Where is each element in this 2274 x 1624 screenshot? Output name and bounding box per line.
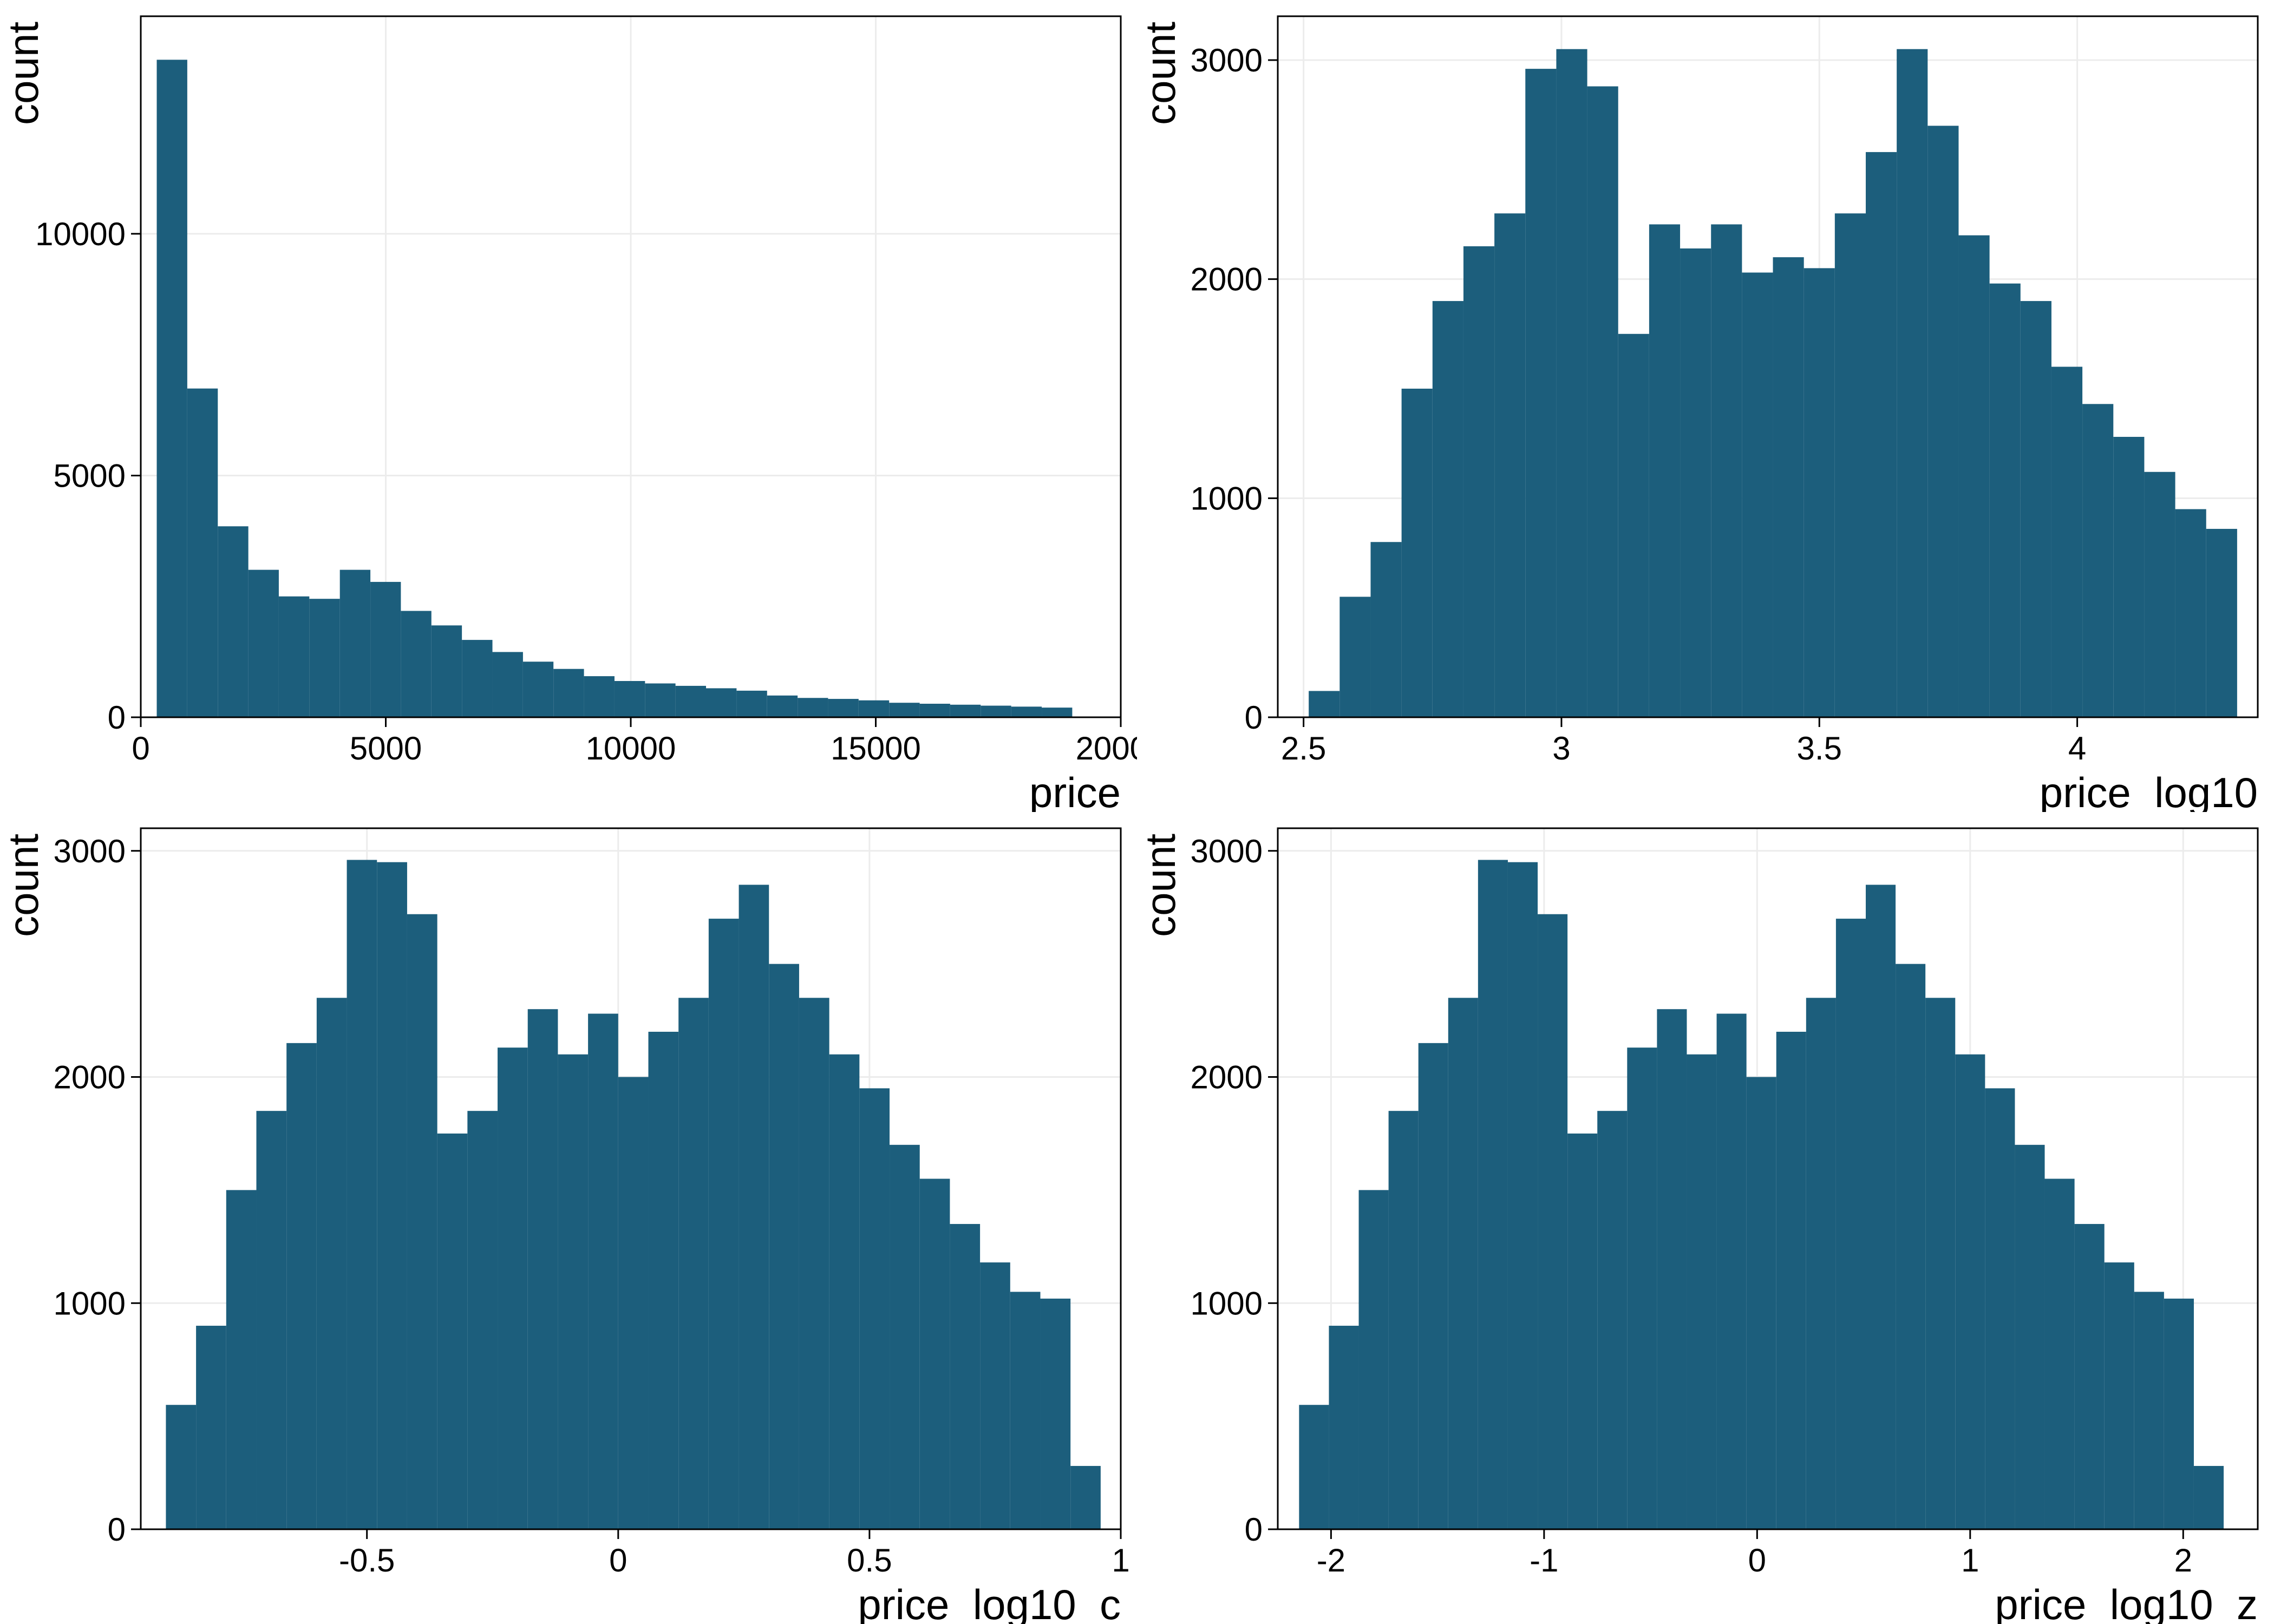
x-tick-label: 1	[1961, 1542, 1979, 1579]
y-tick-label: 1000	[1191, 480, 1263, 516]
y-tick-label: 3000	[54, 833, 126, 869]
y-tick-label: 3000	[1191, 42, 1263, 78]
x-tick-label: -2	[1317, 1542, 1345, 1579]
y-tick-label: 0	[108, 1511, 126, 1548]
panel-price-log10-z: -2 -1 0 1 2 0 1000 2000 3000 price_log10_z count	[1137, 812, 2274, 1624]
panel-price: 0 5000 10000 15000 20000 0 5000 10000 price count	[0, 0, 1137, 812]
y-tick-label: 1000	[54, 1285, 126, 1321]
histogram-bars	[166, 860, 1100, 1529]
x-tick-label: 10000	[586, 730, 676, 767]
x-tick-label: 4	[2068, 730, 2086, 767]
y-tick-label: 1000	[1191, 1285, 1263, 1321]
x-tick-label: 2	[2174, 1542, 2192, 1579]
y-axis-title: count	[0, 834, 47, 937]
x-tick-label: 3.5	[1797, 730, 1842, 767]
x-axis-title: price_log10_c	[858, 1581, 1121, 1624]
x-tick-label: 0	[132, 730, 149, 767]
x-tick-label: 5000	[350, 730, 422, 767]
x-tick-label: 20000	[1076, 730, 1137, 767]
x-tick-label: -1	[1530, 1542, 1558, 1579]
histogram-bars	[157, 60, 1073, 717]
y-tick-label: 10000	[35, 216, 126, 252]
x-tick-label: 0	[1748, 1542, 1766, 1579]
histogram-bars	[1309, 49, 2237, 717]
y-tick-label: 5000	[54, 457, 126, 494]
chart-grid: 050001000015000200000500010000pricecount…	[0, 0, 2274, 1624]
x-tick-label: 1	[1112, 1542, 1129, 1579]
y-axis-title: count	[0, 22, 47, 125]
y-tick-label: 0	[1245, 699, 1263, 736]
y-axis-title: count	[1137, 22, 1184, 125]
x-tick-label: 0	[609, 1542, 627, 1579]
y-tick-label: 0	[1245, 1511, 1263, 1548]
x-axis-title: price_log10	[2040, 769, 2258, 812]
histogram-bars	[1299, 860, 2224, 1529]
y-tick-label: 3000	[1191, 833, 1263, 869]
x-tick-label: 3	[1552, 730, 1570, 767]
y-tick-label: 2000	[1191, 261, 1263, 298]
panel-price-log10-c: -0.5 0 0.5 1 0 1000 2000 3000 price_log10_c count	[0, 812, 1137, 1624]
x-tick-label: -0.5	[339, 1542, 395, 1579]
x-axis-title: price	[1029, 769, 1121, 812]
x-tick-label: 2.5	[1281, 730, 1326, 767]
x-tick-label: 15000	[831, 730, 921, 767]
panel-price-log10: 2.5 3 3.5 4 0 1000 2000 3000 price_log10 count	[1137, 0, 2274, 812]
y-axis-title: count	[1137, 834, 1184, 937]
y-tick-label: 0	[108, 699, 126, 736]
x-axis-title: price_log10_z	[1995, 1581, 2258, 1624]
y-tick-label: 2000	[54, 1059, 126, 1096]
x-tick-label: 0.5	[847, 1542, 892, 1579]
y-tick-label: 2000	[1191, 1059, 1263, 1096]
